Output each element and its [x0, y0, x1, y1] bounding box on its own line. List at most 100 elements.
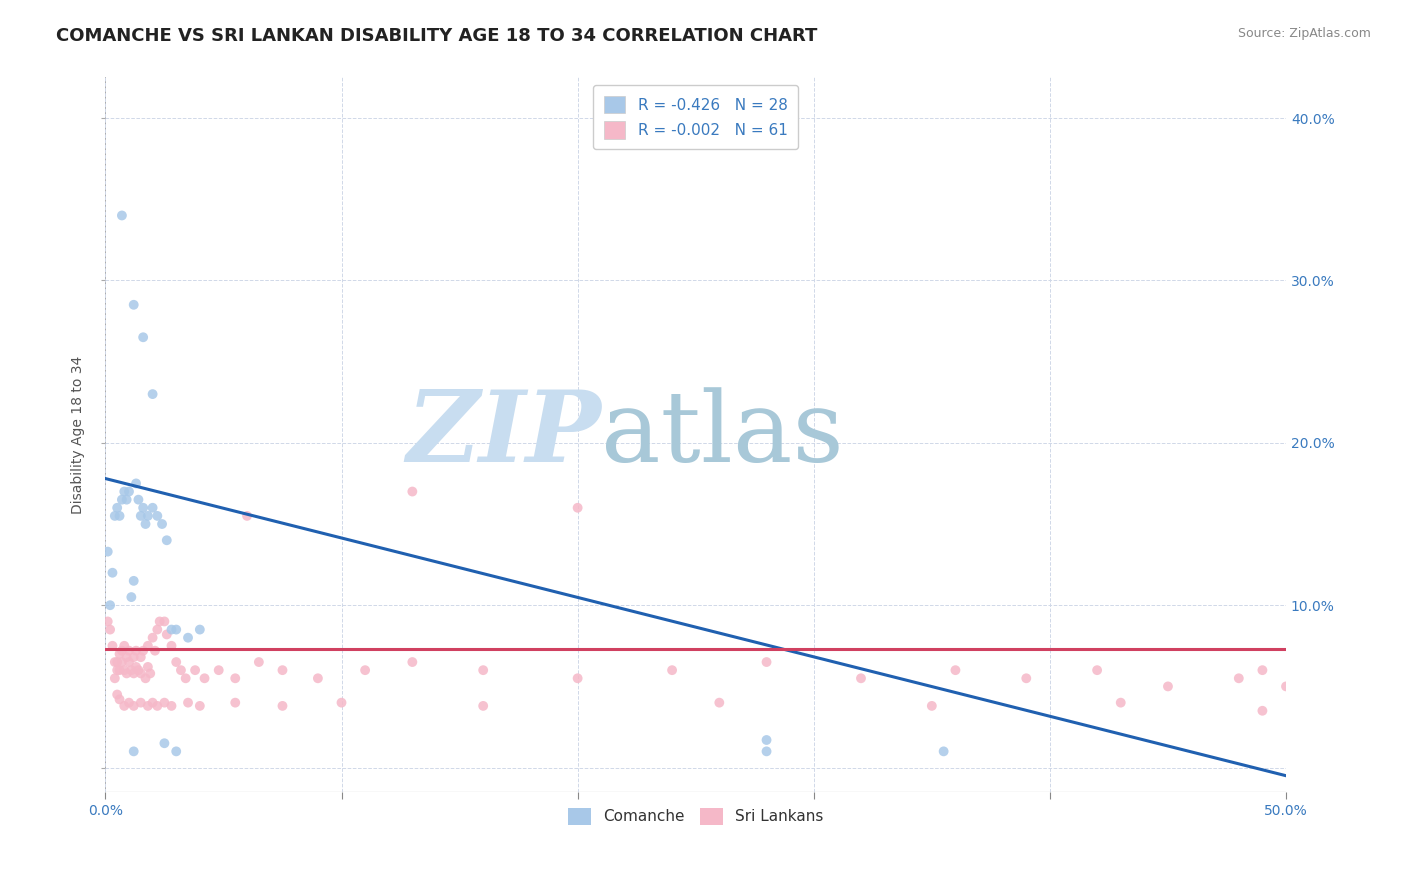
Point [108, 647, 131, 661]
Point [177, 631, 200, 645]
Point [111, 209, 134, 223]
Point [153, 736, 176, 750]
Point [661, 663, 683, 677]
Point [118, 696, 141, 710]
Text: COMANCHE VS SRI LANKAN DISABILITY AGE 18 TO 34 CORRELATION CHART: COMANCHE VS SRI LANKAN DISABILITY AGE 18… [56, 27, 818, 45]
Point [142, 696, 165, 710]
Point [1015, 671, 1038, 685]
Point [132, 500, 155, 515]
Point [111, 492, 134, 507]
Point [122, 698, 145, 713]
Point [118, 484, 141, 499]
Point [247, 655, 270, 669]
Point [112, 663, 135, 677]
Point [127, 492, 149, 507]
Point [1227, 671, 1250, 685]
Point [139, 666, 162, 681]
Point [193, 671, 215, 685]
Point [129, 650, 152, 665]
Point [108, 663, 131, 677]
Point [153, 615, 176, 629]
Point [146, 623, 169, 637]
Point [208, 663, 231, 677]
Point [115, 666, 138, 681]
Point [1085, 663, 1108, 677]
Point [112, 698, 135, 713]
Point [567, 671, 589, 685]
Point [188, 623, 211, 637]
Point [104, 508, 127, 523]
Point [170, 663, 193, 677]
Point [146, 698, 169, 713]
Point [271, 698, 294, 713]
Y-axis label: Disability Age 18 to 34: Disability Age 18 to 34 [72, 356, 86, 514]
Point [127, 663, 149, 677]
Point [125, 476, 148, 491]
Point [122, 298, 145, 312]
Point [401, 484, 423, 499]
Point [142, 500, 165, 515]
Point [132, 330, 155, 344]
Point [271, 663, 294, 677]
Point [330, 696, 353, 710]
Point [105, 663, 128, 677]
Point [174, 671, 197, 685]
Point [156, 627, 179, 641]
Point [104, 671, 127, 685]
Point [136, 639, 159, 653]
Point [129, 508, 152, 523]
Point [98, 623, 121, 637]
Point [160, 639, 183, 653]
Text: atlas: atlas [602, 387, 844, 483]
Point [160, 623, 183, 637]
Point [472, 663, 495, 677]
Point [136, 508, 159, 523]
Point [115, 650, 138, 665]
Point [112, 484, 135, 499]
Point [307, 671, 329, 685]
Point [105, 655, 128, 669]
Point [142, 387, 165, 401]
Point [105, 500, 128, 515]
Point [142, 631, 165, 645]
Point [120, 590, 142, 604]
Point [115, 492, 138, 507]
Point [104, 655, 127, 669]
Point [136, 660, 159, 674]
Point [755, 655, 778, 669]
Point [1157, 680, 1180, 694]
Point [1109, 696, 1132, 710]
Text: Source: ZipAtlas.com: Source: ZipAtlas.com [1237, 27, 1371, 40]
Point [945, 663, 967, 677]
Point [567, 500, 589, 515]
Point [472, 698, 495, 713]
Legend: Comanche, Sri Lankans: Comanche, Sri Lankans [558, 798, 832, 834]
Point [146, 508, 169, 523]
Point [134, 516, 156, 531]
Point [755, 733, 778, 747]
Point [165, 623, 187, 637]
Point [112, 639, 135, 653]
Text: ZIP: ZIP [406, 386, 602, 483]
Point [111, 655, 134, 669]
Point [1275, 680, 1298, 694]
Point [101, 639, 124, 653]
Point [149, 615, 172, 629]
Point [118, 643, 141, 657]
Point [150, 516, 173, 531]
Point [236, 508, 259, 523]
Point [122, 744, 145, 758]
Point [188, 698, 211, 713]
Point [108, 692, 131, 706]
Point [108, 508, 131, 523]
Point [755, 744, 778, 758]
Point [153, 696, 176, 710]
Point [849, 671, 872, 685]
Point [118, 655, 141, 669]
Point [132, 643, 155, 657]
Point [1251, 704, 1274, 718]
Point [1251, 663, 1274, 677]
Point [224, 696, 246, 710]
Point [111, 643, 134, 657]
Point [224, 671, 246, 685]
